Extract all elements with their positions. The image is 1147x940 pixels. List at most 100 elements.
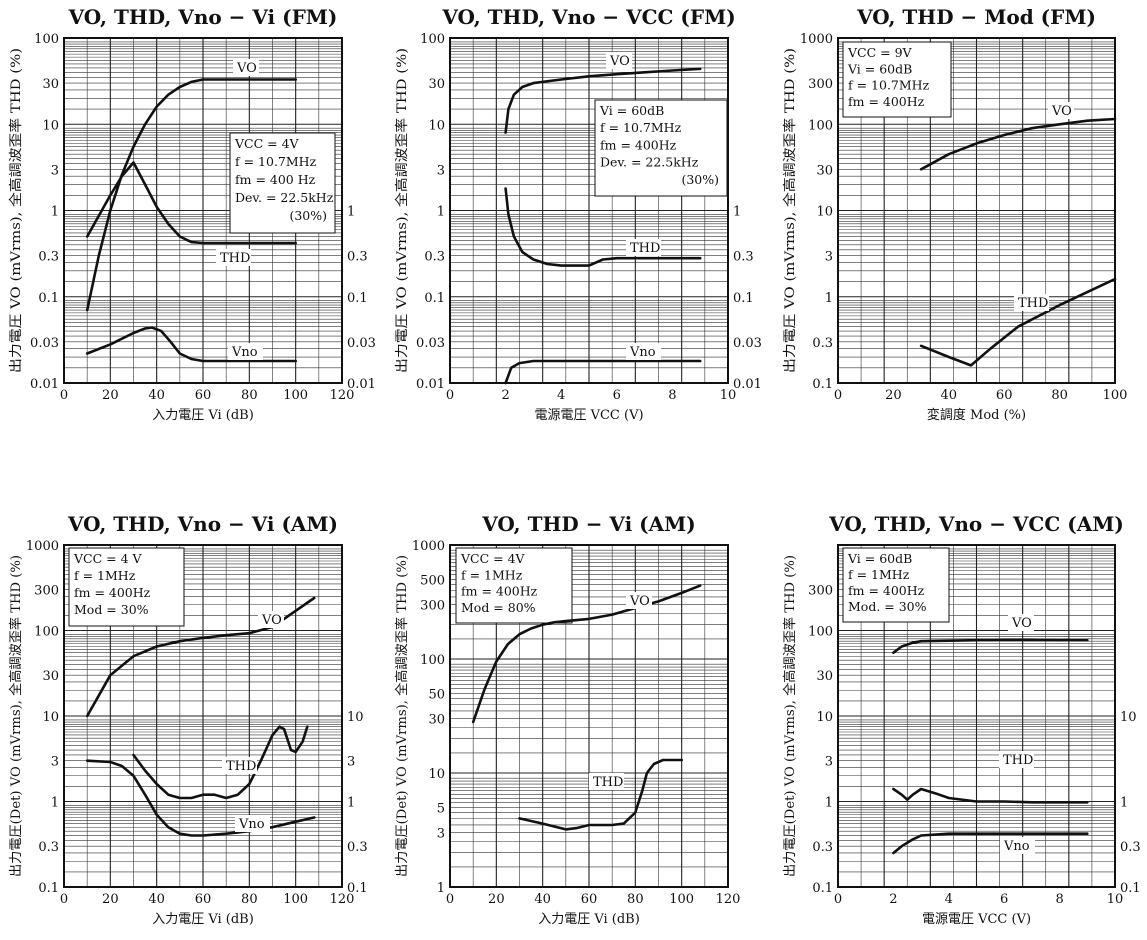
x-tick-label: 2 xyxy=(889,892,897,907)
y-tick-label: 30 xyxy=(42,77,59,92)
x-tick-label: 40 xyxy=(148,892,165,907)
y-tick-label: 0.03 xyxy=(416,336,445,351)
series-line-thd xyxy=(85,161,298,245)
y2-tick-label: 0.3 xyxy=(733,250,754,265)
y-tick-label: 0.1 xyxy=(812,881,833,896)
conditions-box: VCC = 4V f = 10.7MHz fm = 400 Hz Dev. = 22.… xyxy=(229,132,336,234)
x-tick-label: 40 xyxy=(534,892,551,907)
y-tick-label: 1 xyxy=(825,291,833,306)
condition-text: (30%) xyxy=(681,172,719,187)
y2-tick-label: 0.3 xyxy=(1120,840,1141,855)
y-tick-label: 100 xyxy=(808,625,833,640)
y-tick-label: 0.3 xyxy=(424,250,445,265)
y-tick-label: 1 xyxy=(51,205,59,220)
chart-4: VO, THD, Vno − Vi (AM)0 20 40 60 80 100 1200.1… xyxy=(8,512,368,927)
series-label-bg xyxy=(589,773,624,790)
y2-tick-label: 0.1 xyxy=(733,291,754,306)
x-tick-label: 120 xyxy=(330,388,355,403)
y2-tick-label: 1 xyxy=(733,205,741,220)
series-label: VO xyxy=(609,54,630,69)
x-tick-label: 20 xyxy=(885,388,902,403)
condition-text: VCC = 4 V xyxy=(73,551,143,566)
series-label: VO xyxy=(629,594,650,609)
series-label-bg xyxy=(1008,614,1034,631)
y-tick-label: 1000 xyxy=(412,539,445,554)
y-axis-label: 出力電圧 VO (mVrms), 全高調波歪率 THD (%) xyxy=(782,48,798,373)
y-tick-label: 3 xyxy=(825,250,833,265)
series-line-thd xyxy=(504,187,702,267)
series-label: THD xyxy=(226,759,256,774)
x-tick-label: 20 xyxy=(488,892,505,907)
y-tick-label: 1000 xyxy=(26,539,59,554)
series-label-bg xyxy=(999,751,1034,768)
condition-text: fm = 400Hz xyxy=(461,584,538,599)
x-tick-label: 4 xyxy=(945,892,953,907)
condition-text: Mod. = 30% xyxy=(848,599,927,614)
series-label-bg xyxy=(606,52,632,69)
series-label-bg xyxy=(1048,102,1074,119)
series-label-bg xyxy=(235,815,270,832)
x-tick-label: 40 xyxy=(941,388,958,403)
series-label: VO xyxy=(261,613,282,628)
condition-text: VCC = 9V xyxy=(847,45,913,60)
x-tick-label: 8 xyxy=(1055,892,1063,907)
y-tick-label: 100 xyxy=(34,32,59,47)
x-tick-label: 60 xyxy=(195,892,212,907)
y-tick-label: 30 xyxy=(816,163,833,178)
y-tick-label: 0.3 xyxy=(812,336,833,351)
x-tick-label: 80 xyxy=(241,892,258,907)
y2-tick-label: 0.01 xyxy=(733,377,762,392)
y-tick-label: 1 xyxy=(51,796,59,811)
y2-tick-label: 0.03 xyxy=(347,336,376,351)
y-tick-label: 10 xyxy=(42,710,59,725)
conditions-box: VCC = 4 V f = 1MHz fm = 400Hz Mod = 30% xyxy=(68,547,185,627)
y-tick-label: 10 xyxy=(816,710,833,725)
series-label-bg xyxy=(626,592,652,609)
chart-5: VO, THD − Vi (AM) 0 20 40 60 80 100 120 1 3 5 10 30 5… xyxy=(394,512,740,927)
x-tick-label: 100 xyxy=(1103,388,1128,403)
y-tick-label: 0.3 xyxy=(812,840,833,855)
plot-frame xyxy=(449,37,729,384)
y-axis-label: 出力電圧 VO (mVrms), 全高調波歪率 THD (%) xyxy=(8,48,24,373)
conditions-frame xyxy=(842,547,950,623)
x-tick-label: 20 xyxy=(102,892,119,907)
y-tick-label: 1000 xyxy=(800,32,833,47)
x-tick-label: 100 xyxy=(283,892,308,907)
y-tick-label: 10 xyxy=(428,118,445,133)
x-tick-label: 0 xyxy=(60,892,68,907)
x-tick-label: 4 xyxy=(557,388,565,403)
y2-tick-label: 10 xyxy=(1120,710,1137,725)
condition-text: fm = 400Hz xyxy=(848,94,925,109)
condition-text: Dev. = 22.5kHz xyxy=(235,190,334,205)
x-axis-label: 変調度 Mod (%) xyxy=(927,407,1026,423)
condition-text: Dev. = 22.5kHz xyxy=(600,155,699,170)
condition-text: Mod = 30% xyxy=(74,602,149,617)
series-label-bg xyxy=(1000,837,1035,854)
series-label: VO xyxy=(1011,616,1032,631)
series-label-bg xyxy=(228,343,263,360)
chart-title: VO, THD, Vno − VCC (AM) xyxy=(828,512,1124,536)
y-tick-label: 30 xyxy=(428,713,445,728)
series-label: THD xyxy=(1018,296,1048,311)
x-tick-label: 120 xyxy=(330,892,355,907)
y-tick-label: 0.1 xyxy=(424,291,445,306)
condition-text: f = 10.7MHz xyxy=(848,78,930,93)
series-label-bg xyxy=(258,611,284,628)
condition-text: fm = 400 Hz xyxy=(235,172,316,187)
y-tick-label: 0.01 xyxy=(416,377,445,392)
series-label-bg xyxy=(233,59,259,76)
y-tick-label: 100 xyxy=(808,118,833,133)
chart-2: VO, THD, Vno − VCC (FM)0 2 4 6 8 100.010.030.… xyxy=(394,5,762,423)
y-tick-label: 300 xyxy=(34,584,59,599)
y-tick-label: 50 xyxy=(428,687,445,702)
x-tick-label: 60 xyxy=(996,388,1013,403)
y-tick-label: 0.03 xyxy=(30,336,59,351)
condition-text: f = 1MHz xyxy=(461,567,523,582)
y-axis-label: 出力電圧(Det) VO (mVrms), 全高調波歪率 THD (%) xyxy=(782,555,798,877)
series-line-vno xyxy=(504,359,702,385)
y2-tick-label: 1 xyxy=(347,205,355,220)
series-label: Vno xyxy=(1003,839,1030,854)
